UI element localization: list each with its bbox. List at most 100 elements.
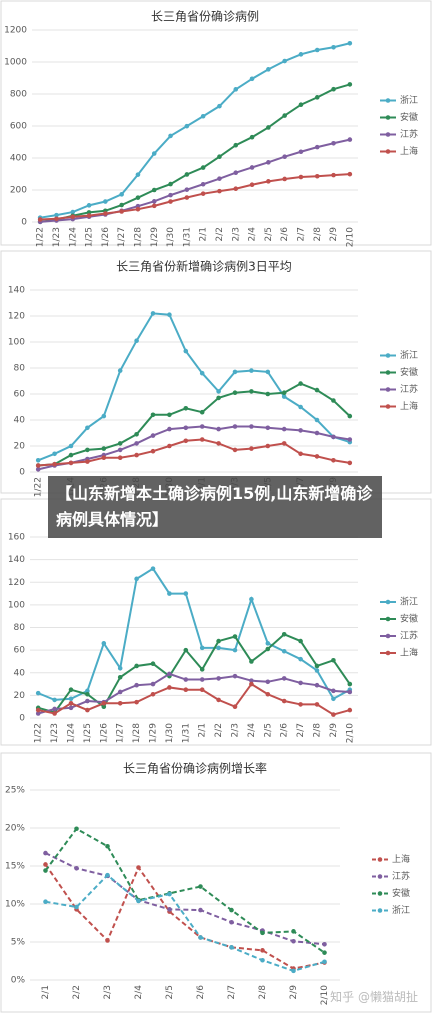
data-point (314, 417, 320, 423)
data-point (168, 181, 173, 187)
data-point (86, 210, 92, 215)
legend-label: 浙江 (400, 349, 418, 361)
y-tick-label: 0 (21, 218, 27, 228)
legend-marker (385, 599, 391, 605)
data-point (298, 174, 304, 180)
data-point (43, 850, 48, 856)
data-point (233, 170, 239, 176)
data-point (183, 438, 189, 444)
chart-frame (0, 752, 432, 1013)
data-point (150, 691, 156, 697)
data-point (249, 424, 254, 429)
data-point (291, 968, 296, 974)
data-point (298, 52, 304, 57)
data-point (281, 631, 287, 637)
y-tick-label: 0 (19, 714, 25, 724)
x-tick-label: 1/30 (166, 227, 176, 247)
data-point (314, 47, 320, 53)
data-point (229, 907, 234, 913)
data-point (183, 677, 189, 682)
data-point (101, 641, 107, 646)
data-point (134, 441, 139, 446)
legend-marker (385, 633, 391, 639)
data-point (103, 199, 108, 204)
data-point (199, 409, 205, 415)
series-line (38, 382, 351, 467)
data-point (216, 676, 221, 681)
data-point (167, 443, 172, 449)
legend-label: 浙江 (400, 94, 418, 106)
data-point (229, 945, 234, 950)
x-tick-label: 1/29 (149, 723, 159, 743)
x-tick-label: 1/22 (34, 723, 44, 743)
data-point (314, 663, 320, 669)
y-tick-label: 20 (14, 691, 26, 701)
data-point (216, 638, 221, 644)
y-tick-label: 140 (8, 286, 25, 296)
y-tick-label: 0 (19, 468, 25, 478)
data-point (331, 140, 336, 146)
legend-label: 上海 (400, 145, 418, 157)
data-point (331, 86, 336, 92)
x-tick-label: 2/1 (199, 227, 209, 241)
x-tick-label: 1/26 (99, 723, 109, 743)
data-point (199, 424, 205, 429)
legend-marker (385, 132, 391, 137)
x-tick-label: 1/22 (36, 227, 46, 247)
data-point (232, 390, 238, 396)
data-point (68, 687, 74, 693)
watermark: 知乎 @懒猫胡扯 (330, 990, 418, 1004)
data-point (134, 663, 139, 669)
data-point (265, 679, 271, 685)
data-point (85, 707, 90, 713)
data-point (68, 696, 74, 702)
data-point (119, 202, 124, 208)
data-point (150, 311, 156, 316)
series-line (40, 173, 350, 221)
x-tick-label: 2/10 (320, 985, 330, 1005)
data-point (233, 142, 239, 148)
data-point (85, 425, 90, 431)
x-tick-label: 2/10 (345, 723, 355, 743)
data-point (249, 596, 254, 602)
data-point (298, 404, 303, 410)
data-point (347, 681, 353, 687)
legend-marker (385, 98, 391, 103)
data-point (168, 133, 173, 139)
data-point (200, 181, 206, 187)
data-point (134, 682, 139, 688)
data-point (347, 689, 353, 695)
x-tick-label: 1/23 (50, 723, 60, 743)
legend-label: 江苏 (400, 128, 418, 140)
data-point (85, 459, 90, 464)
data-point (249, 134, 255, 140)
chart-title: 长三角省份确诊病例 (151, 9, 259, 24)
data-point (150, 412, 156, 418)
x-tick-label: 2/4 (134, 985, 144, 1000)
data-point (105, 872, 110, 878)
data-point (347, 413, 353, 419)
data-point (198, 907, 203, 913)
data-point (266, 179, 271, 184)
data-point (265, 641, 271, 646)
data-point (347, 171, 353, 177)
data-point (217, 154, 222, 160)
x-tick-label: 2/7 (296, 723, 306, 737)
data-point (117, 689, 123, 695)
data-point (314, 702, 320, 707)
series-line (40, 83, 351, 223)
legend-label: 上海 (392, 853, 410, 865)
data-point (249, 182, 255, 188)
y-tick-label: 160 (8, 533, 25, 543)
data-point (314, 144, 320, 150)
data-point (103, 211, 108, 216)
y-tick-label: 140 (8, 555, 25, 565)
data-point (232, 447, 238, 453)
x-tick-label: 2/10 (345, 227, 355, 247)
data-point (331, 434, 336, 440)
data-point (183, 348, 189, 354)
y-tick-label: 40 (14, 416, 26, 426)
data-point (184, 172, 190, 177)
y-tick-label: 120 (8, 578, 25, 588)
